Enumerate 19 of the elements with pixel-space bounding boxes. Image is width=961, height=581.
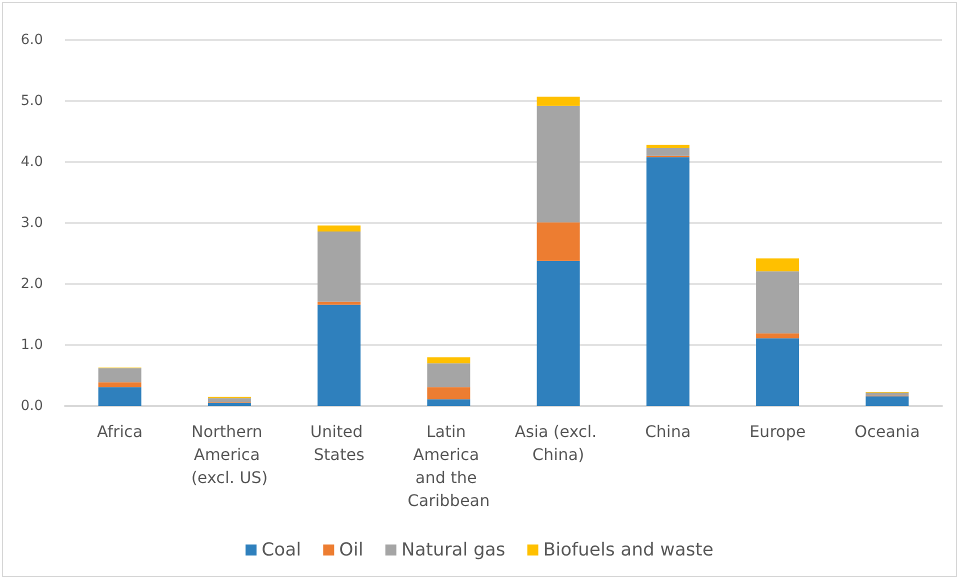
y-tick-label: 5.0	[20, 93, 43, 109]
x-tick-label: Northern America (excl. US)	[191, 422, 268, 487]
x-tick-label: China	[645, 422, 691, 441]
x-tick-label: Asia (excl. China)	[514, 422, 602, 464]
y-tick-label: 2.0	[20, 276, 43, 292]
x-tick-label: Oceania	[854, 422, 920, 441]
legend-label: Biofuels and waste	[543, 540, 714, 560]
y-tick-label: 4.0	[20, 154, 43, 170]
x-tick-label: Europe	[749, 422, 806, 441]
x-tick-label: Latin America and the Caribbean	[408, 422, 490, 510]
y-tick-label: 1.0	[20, 337, 43, 353]
x-tick-label: Africa	[96, 422, 143, 441]
legend-label: Coal	[262, 540, 302, 560]
y-tick-label: 6.0	[20, 32, 43, 48]
legend-label: Oil	[339, 540, 364, 560]
y-tick-label: 3.0	[20, 215, 43, 231]
legend-label: Natural gas	[401, 540, 506, 560]
x-tick-label: United States	[310, 422, 368, 464]
y-tick-label: 0.0	[20, 398, 43, 414]
